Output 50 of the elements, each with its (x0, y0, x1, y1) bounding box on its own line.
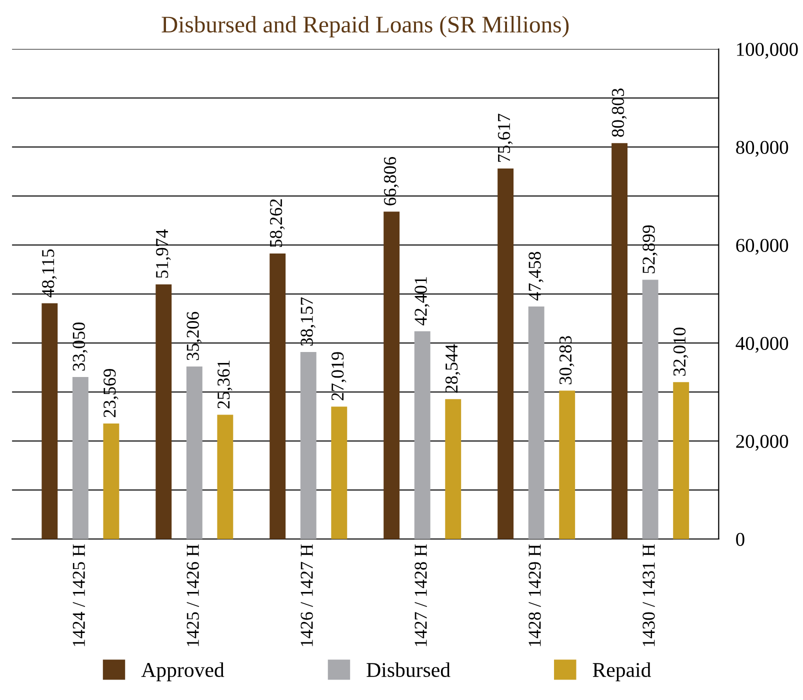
x-tick-label: 1425 / 1426 H (186, 544, 199, 646)
data-label: 80,803 (612, 88, 627, 137)
bar (156, 284, 172, 539)
data-label: 51,974 (156, 229, 171, 278)
bar (414, 331, 430, 539)
legend-label: Repaid (592, 662, 651, 682)
bar (186, 366, 202, 539)
data-label: 27,019 (331, 352, 346, 400)
y-tick-label: 0 (736, 532, 744, 546)
bar (300, 352, 316, 539)
data-label: 66,806 (384, 156, 399, 206)
legend-label: Disbursed (366, 662, 450, 678)
bar (42, 303, 58, 539)
bar (270, 254, 286, 539)
x-tick-label: 1426 / 1427 H (300, 544, 313, 646)
data-label: 48,115 (42, 249, 57, 298)
bar (103, 424, 120, 539)
bar (445, 399, 462, 539)
bar (498, 168, 514, 539)
x-tick-label: 1430 / 1431 H (642, 544, 655, 646)
data-label: 30,283 (559, 336, 574, 384)
bar (217, 414, 234, 539)
data-label: 38,157 (300, 297, 316, 346)
bar (612, 143, 628, 539)
y-tick-label: 80,000 (736, 140, 788, 157)
data-label: 23,569 (104, 369, 118, 418)
data-label: 75,617 (498, 114, 513, 162)
data-label: 28,544 (445, 344, 460, 393)
bar (559, 390, 576, 539)
bar (528, 306, 544, 539)
bar (642, 280, 658, 539)
chart-title: Disbursed and Repaid Loans (SR Millions) (162, 16, 569, 38)
y-tick-label: 40,000 (736, 336, 788, 353)
bar (673, 382, 690, 539)
data-label: 25,361 (218, 360, 232, 408)
data-label: 32,010 (673, 328, 688, 376)
y-tick-label: 100,000 (737, 42, 798, 59)
y-tick-label: 20,000 (736, 434, 788, 451)
bar (331, 406, 348, 539)
y-tick-label: 60,000 (736, 238, 788, 255)
legend-label: Approved (141, 662, 224, 682)
x-tick-label: 1427 / 1428 H (414, 544, 427, 646)
data-label: 42,401 (414, 277, 430, 326)
x-tick-label: 1428 / 1429 H (528, 544, 541, 646)
x-tick-label: 1424 / 1425 H (72, 544, 85, 646)
bar (72, 377, 88, 539)
data-label: 58,262 (270, 199, 285, 247)
data-label: 35,206 (186, 312, 202, 360)
data-label: 33,050 (72, 322, 88, 371)
bar (384, 212, 400, 539)
